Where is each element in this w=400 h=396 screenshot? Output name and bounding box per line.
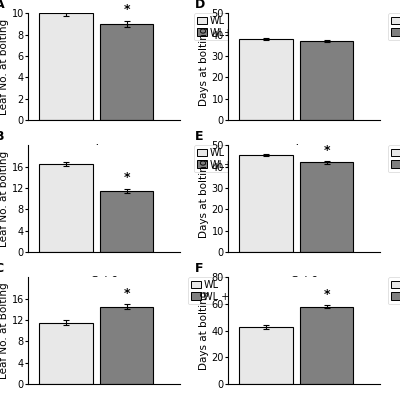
Legend: WL, WL + UV-B: WL, WL + UV-B (388, 145, 400, 173)
Legend: WL, WL+UV-B: WL, WL+UV-B (194, 145, 259, 173)
Text: C: C (0, 262, 4, 275)
Y-axis label: Days at bolting: Days at bolting (199, 291, 209, 370)
Text: D: D (194, 0, 205, 11)
Bar (240, 39, 293, 120)
Bar (40, 164, 92, 252)
Text: B: B (0, 130, 4, 143)
Legend: WL, WL + UV-B: WL, WL + UV-B (388, 277, 400, 305)
Bar (100, 24, 153, 120)
Legend: WL, WL + UV-B: WL, WL + UV-B (388, 13, 400, 40)
Bar (240, 155, 293, 252)
Bar (40, 13, 92, 120)
Text: Col-0: Col-0 (290, 276, 318, 286)
Text: F: F (194, 262, 203, 275)
Y-axis label: Leaf No. at bolting: Leaf No. at bolting (0, 150, 9, 247)
Text: E: E (194, 130, 203, 143)
Bar (300, 307, 354, 384)
Text: *: * (124, 287, 130, 300)
Bar (240, 327, 293, 384)
Y-axis label: Leaf No. at bolting: Leaf No. at bolting (0, 19, 9, 115)
Text: Ler: Ler (95, 144, 113, 154)
Text: *: * (124, 4, 130, 16)
Y-axis label: Days at bolting: Days at bolting (199, 27, 209, 107)
Bar (100, 190, 153, 252)
Bar (300, 41, 354, 120)
Y-axis label: Leaf No. at Bolting: Leaf No. at Bolting (0, 282, 9, 379)
Bar (40, 323, 92, 384)
Bar (100, 307, 153, 384)
Text: *: * (324, 143, 330, 156)
Legend: WL, WL+UV-B: WL, WL+UV-B (194, 13, 259, 40)
Text: Ler: Ler (295, 144, 313, 154)
Text: A: A (0, 0, 4, 11)
Y-axis label: Days at bolting: Days at bolting (199, 159, 209, 238)
Text: *: * (324, 288, 330, 301)
Legend: WL, WL + UV-B: WL, WL + UV-B (188, 277, 259, 305)
Text: Col-0: Col-0 (90, 276, 118, 286)
Text: *: * (124, 171, 130, 184)
Bar (300, 162, 354, 252)
